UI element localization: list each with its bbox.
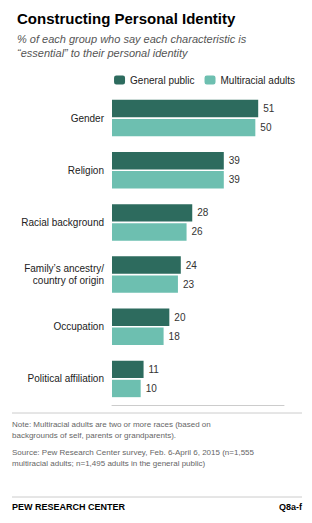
svg-text:24: 24 [186,260,198,271]
svg-text:51: 51 [263,103,275,114]
svg-text:PEW RESEARCH CENTER: PEW RESEARCH CENTER [12,502,126,512]
svg-text:% of each group who say each c: % of each group who say each characteris… [17,33,247,45]
svg-text:country of origin: country of origin [33,275,104,286]
svg-text:Source: Pew Research Center su: Source: Pew Research Center survey, Feb.… [12,448,255,457]
svg-text:11: 11 [149,364,160,375]
svg-text:multiracial adults; n=1,495 ad: multiracial adults; n=1,495 adults in th… [12,459,206,468]
svg-text:Occupation: Occupation [53,321,104,332]
svg-text:50: 50 [260,122,272,133]
svg-text:18: 18 [169,331,181,342]
svg-text:28: 28 [197,207,209,218]
svg-text:Constructing Personal Identity: Constructing Personal Identity [17,10,236,27]
svg-text:General public: General public [130,75,194,86]
svg-text:Gender: Gender [71,113,105,124]
svg-text:39: 39 [229,174,241,185]
svg-text:23: 23 [183,279,195,290]
svg-text:Family’s ancestry/: Family’s ancestry/ [24,263,104,274]
svg-text:“essential” to their personal: “essential” to their personal identity [17,47,189,59]
svg-text:10: 10 [146,383,158,394]
svg-text:Note: Multiracial adults are t: Note: Multiracial adults are two or more… [12,420,211,429]
svg-text:Racial background: Racial background [21,217,104,228]
svg-text:Multiracial adults: Multiracial adults [221,75,295,86]
svg-text:Q8a-f: Q8a-f [279,502,303,512]
svg-text:Religion: Religion [68,165,104,176]
svg-text:backgrounds of self, parents o: backgrounds of self, parents or grandpar… [12,431,176,440]
svg-text:26: 26 [192,226,204,237]
svg-text:20: 20 [174,312,186,323]
svg-text:39: 39 [229,155,241,166]
svg-text:Political affiliation: Political affiliation [27,373,104,384]
